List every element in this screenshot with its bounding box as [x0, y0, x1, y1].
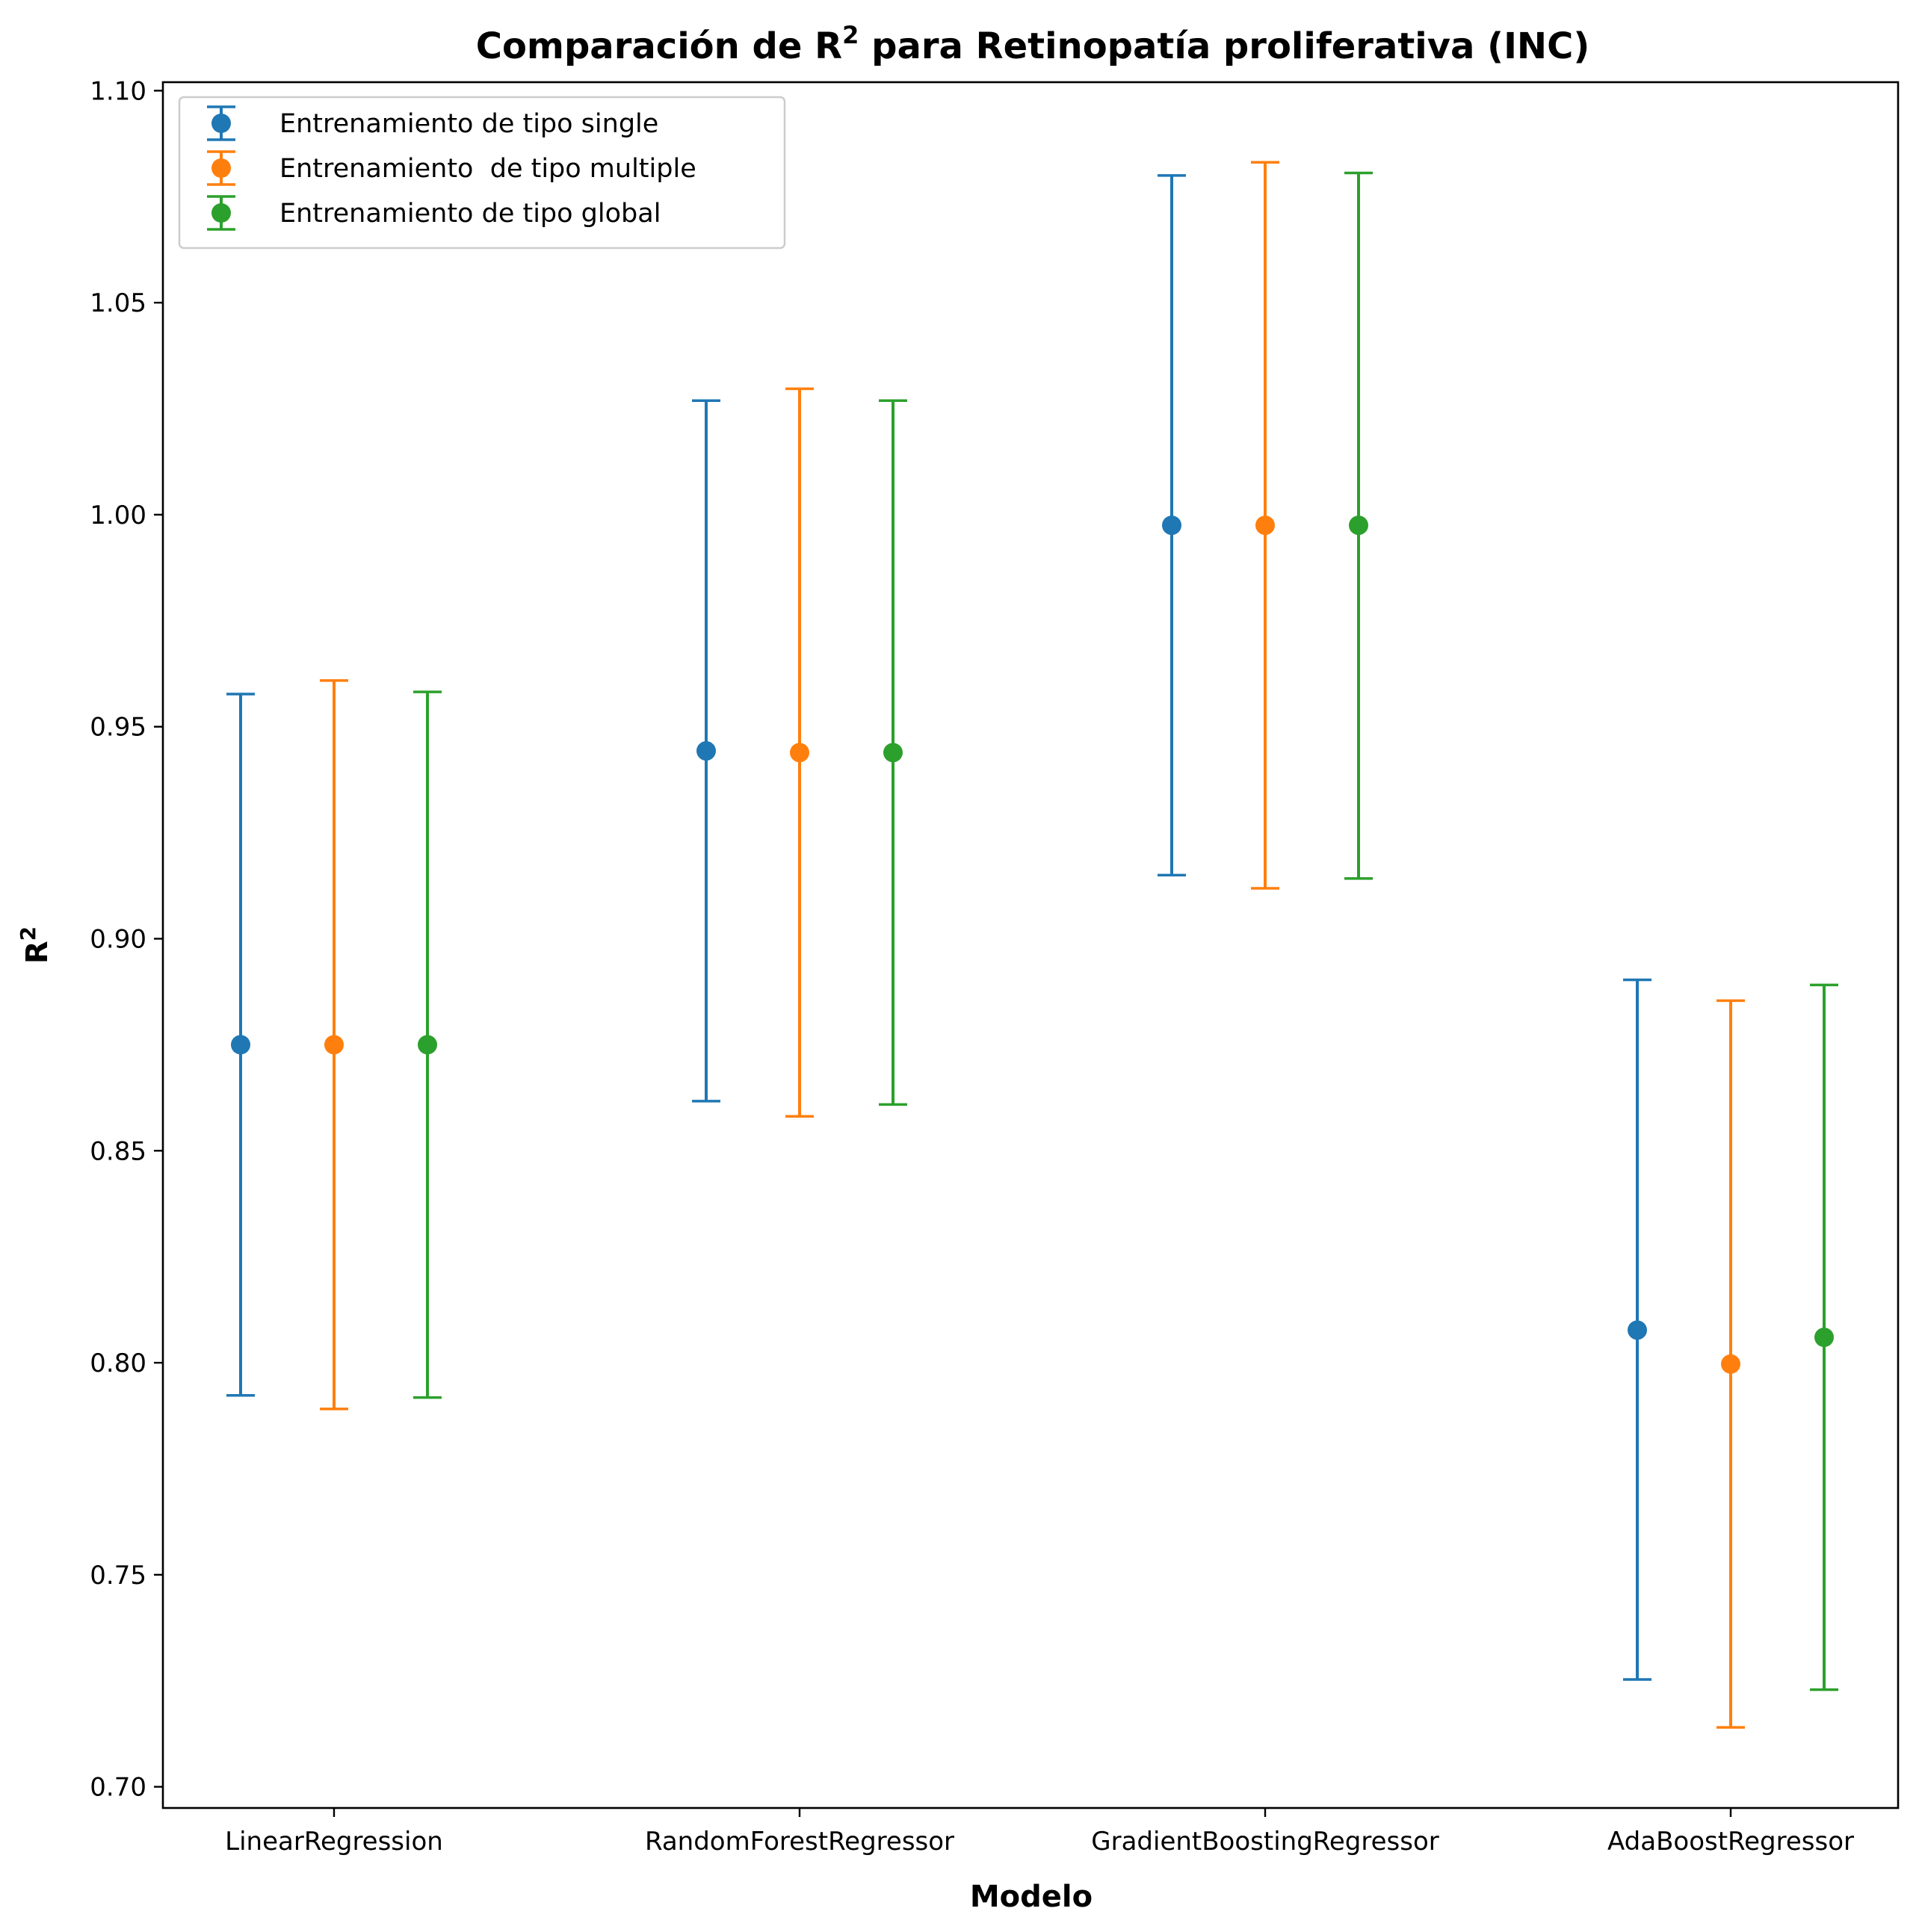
x-axis-title: Modelo — [970, 1880, 1093, 1914]
plot-area — [226, 161, 1838, 1729]
legend-marker-point — [211, 114, 231, 133]
y-tick-label: 0.70 — [90, 1773, 146, 1803]
legend-entry-label: Entrenamiento de tipo single — [279, 109, 658, 139]
chart-title-prefix: Comparación de R — [476, 25, 842, 67]
data-point — [883, 743, 903, 763]
data-point — [418, 1035, 437, 1055]
axes-frame — [161, 81, 1900, 1809]
data-point — [1721, 1354, 1740, 1374]
y-tick-label: 0.75 — [90, 1561, 146, 1591]
legend-marker-point — [211, 203, 231, 223]
legend-entry-label: Entrenamiento de tipo multiple — [279, 154, 696, 184]
y-axis-title: R2 — [16, 926, 55, 964]
chart-title: Comparación de R2 para Retinopatía proli… — [476, 21, 1590, 67]
data-point — [324, 1035, 344, 1055]
y-tick-label: 0.85 — [90, 1136, 146, 1166]
series-group — [320, 161, 1745, 1729]
x-tick-label: LinearRegression — [225, 1827, 443, 1857]
y-tick-label: 0.95 — [90, 713, 146, 743]
data-point — [696, 741, 716, 761]
y-tick-label: 0.80 — [90, 1349, 146, 1378]
data-point — [1255, 515, 1275, 536]
y-axis-title-main: R — [20, 941, 55, 964]
y-tick-label: 1.05 — [90, 288, 146, 318]
legend-entry-label: Entrenamiento de tipo global — [279, 199, 661, 229]
data-point — [1628, 1320, 1647, 1340]
data-point — [231, 1035, 250, 1055]
y-axis-title-superscript: 2 — [16, 926, 40, 941]
y-tick-label: 1.00 — [90, 501, 146, 530]
x-tick-label: RandomForestRegressor — [645, 1827, 954, 1857]
x-tick-label: GradientBoostingRegressor — [1091, 1827, 1439, 1857]
legend-marker-point — [211, 158, 231, 178]
y-tick-label: 0.90 — [90, 924, 146, 954]
data-point — [1349, 515, 1368, 536]
y-tick-label: 1.10 — [90, 76, 146, 106]
data-point — [1814, 1328, 1834, 1347]
legend-frame — [178, 96, 786, 250]
legend: Entrenamiento de tipo single Entrenamient… — [178, 96, 786, 250]
data-point — [1162, 515, 1181, 536]
series-group — [226, 174, 1651, 1681]
data-point — [790, 743, 809, 763]
y-axis: 0.70 0.75 0.80 0.85 0.90 0.95 1.00 1.05 1.10 — [90, 76, 163, 1803]
series-group — [413, 171, 1838, 1691]
x-tick-label: AdaBoostRegressor — [1607, 1827, 1854, 1857]
chart-title-superscript: 2 — [842, 21, 859, 49]
x-axis: LinearRegression RandomForestRegressor Gra… — [225, 1808, 1854, 1857]
chart-title-suffix: para Retinopatía proliferativa (INC) — [859, 25, 1589, 67]
